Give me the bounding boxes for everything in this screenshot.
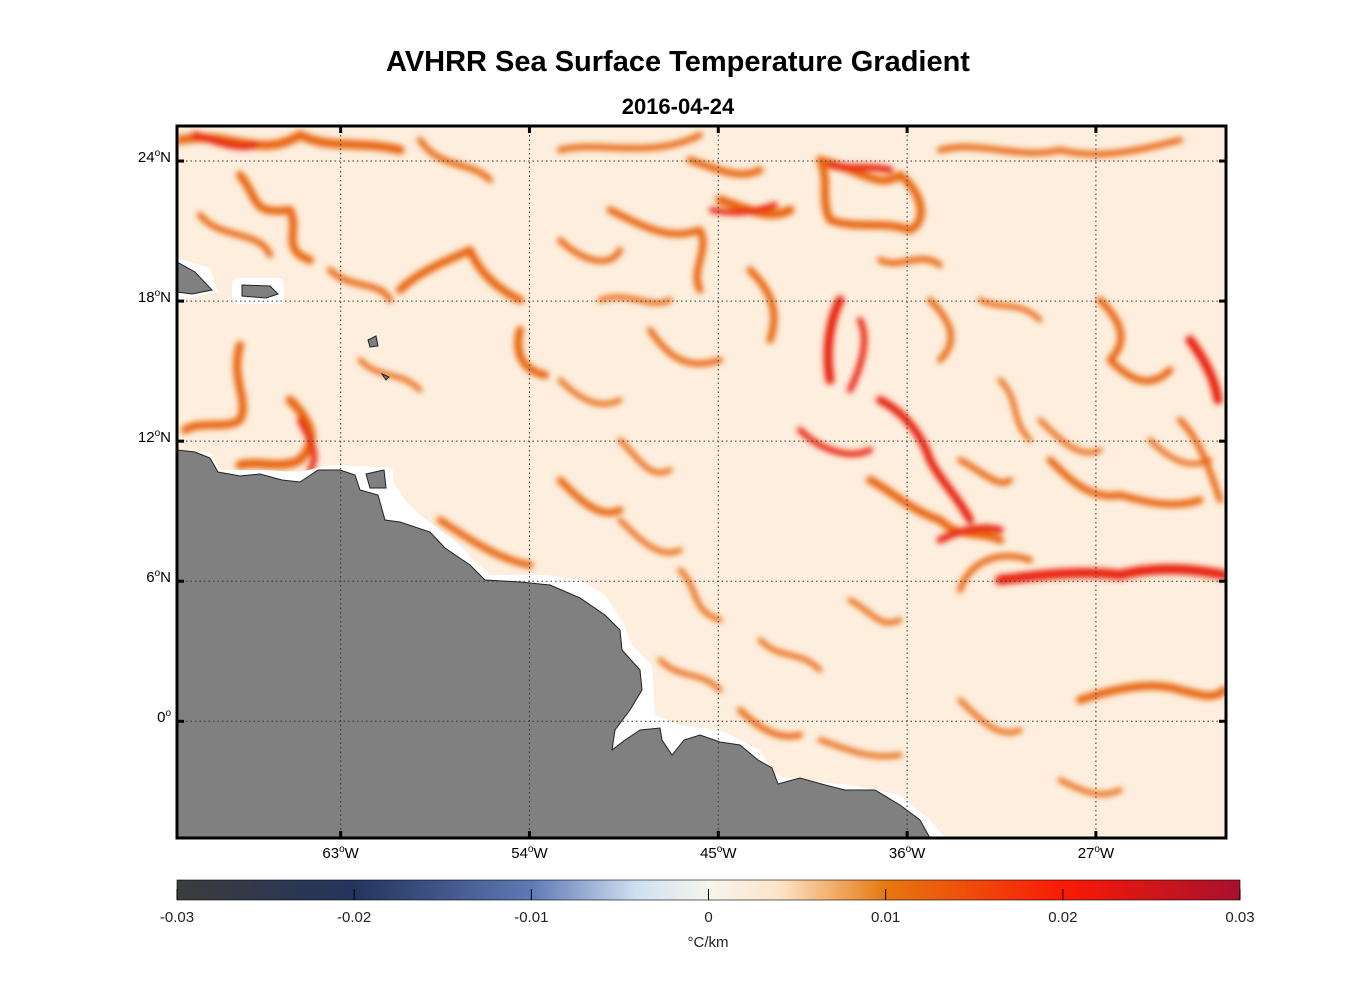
temperature-gradient-field xyxy=(177,130,1226,797)
hispaniola-land xyxy=(177,261,213,295)
lat-label: 6oN xyxy=(146,568,171,587)
axis-ticks xyxy=(177,126,1226,838)
colorbar-ticks xyxy=(176,889,1241,900)
lon-label: 36oW xyxy=(888,844,926,862)
map-area xyxy=(177,126,1226,838)
colorbar-tick-label: 0 xyxy=(704,909,713,926)
lat-label: 18oN xyxy=(137,288,171,307)
south-america-land xyxy=(177,449,931,838)
trinidad-land xyxy=(365,469,387,489)
lat-label: 24oN xyxy=(137,148,171,167)
lon-label: 27oW xyxy=(1077,844,1115,862)
chart-title: AVHRR Sea Surface Temperature Gradient xyxy=(386,46,970,78)
lat-label: 12oN xyxy=(137,428,171,447)
small-island xyxy=(367,335,379,348)
map-frame xyxy=(175,124,1228,840)
lon-label: 54oW xyxy=(511,844,548,862)
small-island xyxy=(380,372,390,381)
colorbar-tick-label: -0.03 xyxy=(159,909,195,926)
lon-label: 45oW xyxy=(700,844,737,862)
puerto-rico-land xyxy=(241,284,279,299)
lon-label: 63oW xyxy=(322,844,359,862)
lat-label: 0o xyxy=(157,708,171,727)
graticule xyxy=(177,126,1226,838)
colorbar-tick-label: 0.02 xyxy=(1048,909,1078,926)
colorbar-unit: °C/km xyxy=(687,934,729,951)
colorbar-tick-label: 0.03 xyxy=(1225,909,1255,926)
colorbar-tick-label: 0.01 xyxy=(871,909,901,926)
colorbar-tick-label: -0.02 xyxy=(337,909,372,926)
colorbar-tick-label: -0.01 xyxy=(514,909,549,926)
land-masses xyxy=(177,258,945,838)
chart-subtitle: 2016-04-24 xyxy=(621,94,735,119)
